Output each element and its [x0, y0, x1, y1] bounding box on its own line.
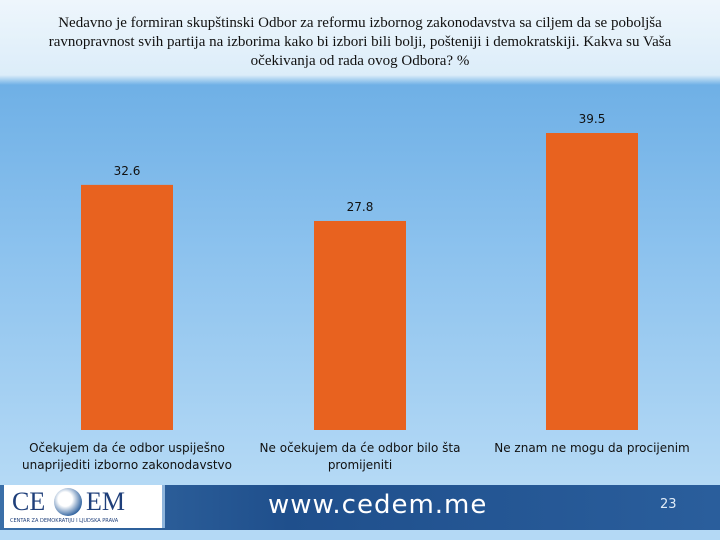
- chart-title: Nedavno je formiran skupštinski Odbor za…: [48, 15, 672, 69]
- x-tick-label: Očekujem da će odbor uspiješno unaprijed…: [22, 441, 232, 472]
- page-number: 23: [660, 497, 677, 512]
- logo-subtitle: CENTAR ZA DEMOKRATIJU I LJUDSKA PRAVA: [10, 518, 119, 524]
- value-label: 39.5: [579, 112, 606, 126]
- website: www.cedem.me: [268, 490, 488, 520]
- chart: 32.6 27.8 39.5: [81, 112, 638, 430]
- logo-left: CE: [12, 487, 46, 516]
- bar: [81, 184, 173, 430]
- value-label: 32.6: [114, 164, 141, 178]
- value-label: 27.8: [347, 200, 374, 214]
- bar: [314, 220, 406, 430]
- logo: CE EM CENTAR ZA DEMOKRATIJU I LJUDSKA PR…: [4, 485, 165, 528]
- bar: [546, 133, 638, 430]
- logo-right: EM: [86, 487, 125, 516]
- x-tick-label: Ne znam ne mogu da procijenim: [494, 441, 690, 455]
- logo-mark: [54, 488, 82, 516]
- x-tick-label: Ne očekujem da će odbor bilo šta promije…: [259, 441, 461, 472]
